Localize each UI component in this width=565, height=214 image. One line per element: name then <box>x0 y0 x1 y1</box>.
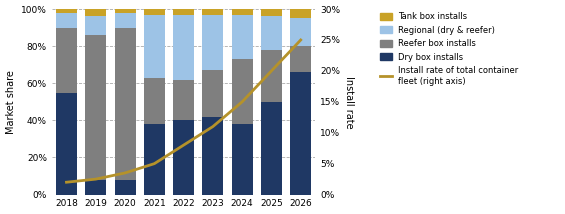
Bar <box>85 16 106 35</box>
Bar <box>115 13 136 28</box>
Bar <box>261 50 282 102</box>
Bar <box>85 35 106 180</box>
Bar <box>261 102 282 195</box>
Bar <box>261 9 282 16</box>
Bar <box>261 16 282 50</box>
Y-axis label: Install rate: Install rate <box>344 76 354 128</box>
Y-axis label: Market share: Market share <box>6 70 16 134</box>
Bar <box>173 120 194 195</box>
Bar <box>56 28 77 92</box>
Bar <box>115 9 136 13</box>
Bar <box>290 46 311 72</box>
Bar <box>173 9 194 15</box>
Bar <box>202 15 223 70</box>
Bar <box>173 80 194 120</box>
Bar <box>290 72 311 195</box>
Bar <box>290 18 311 46</box>
Bar <box>232 124 253 195</box>
Bar <box>232 15 253 59</box>
Bar <box>56 9 77 13</box>
Bar <box>232 9 253 15</box>
Bar <box>144 15 165 78</box>
Bar <box>56 92 77 195</box>
Bar <box>173 15 194 80</box>
Bar <box>202 70 223 117</box>
Bar <box>202 9 223 15</box>
Bar <box>56 13 77 28</box>
Bar <box>144 9 165 15</box>
Bar <box>115 180 136 195</box>
Legend: Tank box installs, Regional (dry & reefer), Reefer box installs, Dry box install: Tank box installs, Regional (dry & reefe… <box>377 9 521 88</box>
Bar <box>144 78 165 124</box>
Bar <box>232 59 253 124</box>
Bar <box>85 180 106 195</box>
Bar <box>85 9 106 16</box>
Bar <box>202 117 223 195</box>
Bar <box>144 124 165 195</box>
Bar <box>115 28 136 180</box>
Bar <box>290 9 311 18</box>
